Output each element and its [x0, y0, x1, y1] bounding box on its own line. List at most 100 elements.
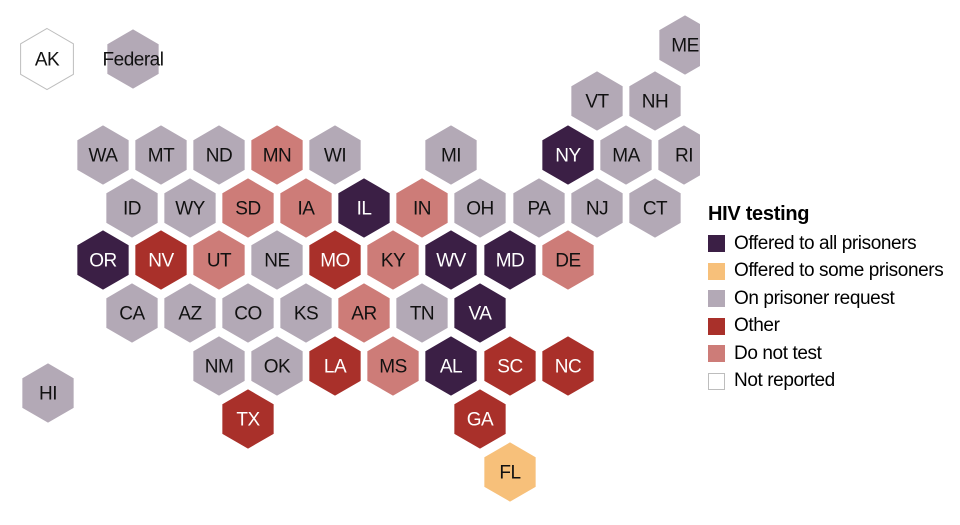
state-hex-shape — [105, 27, 161, 91]
state-hex-fl: FL — [482, 440, 538, 504]
state-hex-mn: MN — [249, 123, 305, 187]
state-label: KY — [381, 251, 406, 272]
state-hex-al: AL — [423, 334, 479, 398]
state-label: WY — [175, 199, 205, 220]
legend-label: Not reported — [734, 370, 835, 392]
state-hex-shape — [627, 176, 683, 240]
state-label: AZ — [178, 304, 202, 325]
state-hex-ne: NE — [249, 228, 305, 292]
state-hex-shape — [307, 123, 363, 187]
state-hex-md: MD — [482, 228, 538, 292]
state-label: IA — [298, 199, 316, 220]
state-hex-va: VA — [452, 281, 508, 345]
state-label: ME — [671, 36, 699, 57]
state-hex-shape — [540, 228, 596, 292]
state-hex-mo: MO — [307, 228, 363, 292]
state-label: NH — [642, 92, 668, 113]
legend-item-all: Offered to all prisoners — [708, 230, 958, 258]
legend-title: HIV testing — [708, 203, 810, 225]
state-hex-oh: OH — [452, 176, 508, 240]
state-hex-ut: UT — [191, 228, 247, 292]
state-hex-shape — [220, 176, 276, 240]
state-hex-shape — [569, 69, 625, 133]
state-label: TX — [236, 410, 260, 431]
legend-item-notest: Do not test — [708, 340, 958, 368]
state-hex-hi: HI — [20, 361, 76, 425]
state-label: NJ — [586, 199, 608, 220]
state-label: NC — [555, 357, 581, 378]
state-hex-shape — [423, 123, 479, 187]
state-hex-ct: CT — [627, 176, 683, 240]
state-hex-shape — [423, 228, 479, 292]
state-hex-shape — [336, 176, 392, 240]
state-label: MO — [320, 251, 350, 272]
state-hex-shape — [191, 123, 247, 187]
state-hex-ny: NY — [540, 123, 596, 187]
legend-label: Do not test — [734, 342, 822, 364]
state-hex-vt: VT — [569, 69, 625, 133]
state-hex-shape — [511, 176, 567, 240]
state-hex-shape — [540, 123, 596, 187]
state-label: NE — [264, 251, 289, 272]
legend-label: Other — [734, 315, 780, 337]
state-label: AR — [351, 304, 376, 325]
state-label: NM — [205, 357, 234, 378]
state-hex-tx: TX — [220, 387, 276, 451]
state-hex-la: LA — [307, 334, 363, 398]
state-label: MT — [148, 146, 175, 167]
state-hex-nh: NH — [627, 69, 683, 133]
state-label: GA — [467, 410, 494, 431]
state-hex-shape — [191, 228, 247, 292]
state-hex-shape — [191, 334, 247, 398]
state-label: DE — [555, 251, 580, 272]
legend-swatch — [708, 290, 725, 308]
state-label: UT — [207, 251, 232, 272]
state-label: WI — [324, 146, 346, 167]
state-hex-nv: NV — [133, 228, 189, 292]
legend-items: Offered to all prisoners Offered to some … — [708, 230, 958, 395]
state-hex-ky: KY — [365, 228, 421, 292]
legend-label: Offered to all prisoners — [734, 232, 917, 254]
state-label: CO — [234, 304, 262, 325]
state-hex-shape — [394, 281, 450, 345]
state-hex-shape — [656, 123, 700, 187]
state-label: RI — [675, 146, 693, 167]
state-label: MA — [612, 146, 640, 167]
legend-item-request: On prisoner request — [708, 285, 958, 313]
state-label: TN — [410, 304, 434, 325]
state-label: IN — [413, 199, 431, 220]
state-hex-shape — [657, 13, 700, 77]
state-hex-shape — [452, 281, 508, 345]
legend-item-other: Other — [708, 313, 958, 341]
legend: HIV testing Offered to all prisoners Offe… — [708, 203, 958, 395]
state-hex-shape — [249, 228, 305, 292]
state-hex-ak: AK — [20, 27, 74, 91]
state-hex-nm: NM — [191, 334, 247, 398]
state-label: Federal — [103, 50, 164, 71]
hex-map: AK Federal ME VT NH WA MT ND MN WI MI NY MA RI ID WY SD I… — [20, 13, 700, 504]
state-hex-sd: SD — [220, 176, 276, 240]
state-label: MS — [379, 357, 407, 378]
state-label: OR — [89, 251, 117, 272]
state-hex-ar: AR — [336, 281, 392, 345]
state-label: WV — [436, 251, 466, 272]
state-hex-shape — [336, 281, 392, 345]
state-hex-shape — [452, 387, 508, 451]
state-hex-shape — [278, 281, 334, 345]
state-label: ID — [123, 199, 141, 220]
legend-swatch — [708, 345, 725, 363]
state-hex-nd: ND — [191, 123, 247, 187]
state-label: MD — [496, 251, 525, 272]
state-hex-shape — [540, 334, 596, 398]
state-hex-shape — [104, 281, 160, 345]
state-hex-shape — [452, 176, 508, 240]
state-hex-ia: IA — [278, 176, 334, 240]
state-hex-shape — [75, 228, 131, 292]
state-label: WA — [89, 146, 119, 167]
legend-item-none: Not reported — [708, 368, 958, 396]
state-hex-ms: MS — [365, 334, 421, 398]
state-hex-shape — [482, 228, 538, 292]
state-hex-shape — [20, 361, 76, 425]
state-label: AK — [35, 50, 60, 71]
state-hex-ks: KS — [278, 281, 334, 345]
